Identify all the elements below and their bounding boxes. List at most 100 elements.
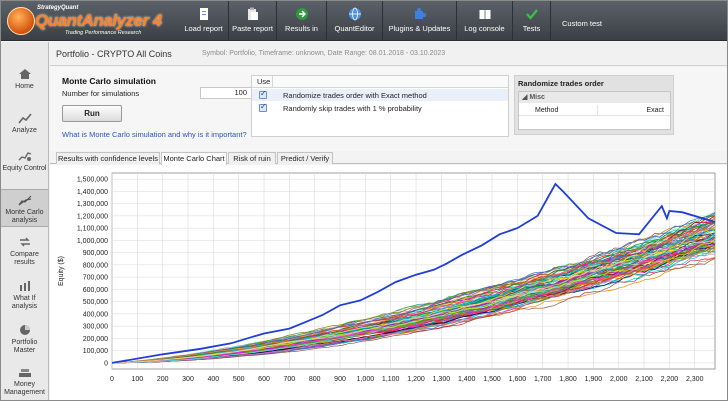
plugins-updates-button[interactable]: Plugins & Updates xyxy=(383,1,457,41)
what-if-icon xyxy=(19,281,30,291)
simulation-line xyxy=(112,258,716,364)
logo-mark-icon xyxy=(7,7,35,35)
section-title: Monte Carlo simulation xyxy=(62,76,156,86)
property-value[interactable]: Exact xyxy=(646,107,664,114)
load-report-button[interactable]: Load report xyxy=(179,1,229,41)
tab-predict-verify[interactable]: Predict / Verify xyxy=(277,152,333,164)
y-tick-label: 500,000 xyxy=(83,299,108,306)
tab-risk-of-ruin[interactable]: Risk of ruin xyxy=(228,152,276,164)
log-console-button[interactable]: Log console xyxy=(457,1,513,41)
sidebar-item-compare[interactable]: Compare results xyxy=(1,236,48,267)
toolbar-label: Paste report xyxy=(232,24,273,33)
options-header: Use xyxy=(252,76,508,88)
option-row[interactable]: Randomly skip trades with 1 % probabilit… xyxy=(252,102,508,114)
page-title: Portfolio - CRYPTO All Coins xyxy=(56,49,172,59)
simulation-line xyxy=(111,215,716,364)
tests-button[interactable]: Tests xyxy=(513,1,551,41)
paste-report-button[interactable]: Paste report xyxy=(229,1,277,41)
x-tick-label: 1,600 xyxy=(509,376,527,383)
option-row[interactable]: Randomize trades order with Exact method xyxy=(252,89,508,101)
toolbar-label: Results in xyxy=(285,24,318,33)
y-tick-label: 1,400,000 xyxy=(77,189,108,196)
globe-icon xyxy=(348,7,361,21)
simulation-line xyxy=(111,238,716,364)
run-button[interactable]: Run xyxy=(62,105,122,122)
collapse-icon[interactable]: ◢ xyxy=(522,94,530,101)
analyze-icon xyxy=(17,113,32,124)
sidebar-item-monte-carlo[interactable]: Monte Carlo analysis xyxy=(1,189,48,227)
paste-report-icon xyxy=(247,7,258,20)
left-sidebar: Home Analyze Equity Control Monte Carlo … xyxy=(1,42,49,400)
page-subtitle: Symbol: Portfolio, Timeframe: unknown, D… xyxy=(202,50,446,57)
randomize-panel: Randomize trades order ◢ Misc Method Exa… xyxy=(514,75,674,135)
y-tick-label: 800,000 xyxy=(83,262,108,269)
custom-test-button[interactable]: Custom test xyxy=(551,1,613,41)
checkbox[interactable] xyxy=(259,102,267,112)
toolbar-label: Log console xyxy=(464,24,505,33)
property-group[interactable]: ◢ Misc xyxy=(519,92,670,103)
y-tick-label: 0 xyxy=(104,360,108,367)
quanteditor-button[interactable]: QuantEditor xyxy=(327,1,383,41)
simulation-line xyxy=(111,253,716,364)
monte-carlo-settings: Monte Carlo simulation Number for simula… xyxy=(50,67,727,151)
x-tick-label: 500 xyxy=(233,376,245,383)
puzzle-icon xyxy=(414,8,426,19)
checkbox[interactable] xyxy=(259,89,267,99)
sidebar-item-money-management[interactable]: Money Management xyxy=(1,366,48,397)
randomize-title: Randomize trades order xyxy=(518,79,604,88)
home-icon xyxy=(18,69,31,79)
simulations-label: Number for simulations xyxy=(62,89,140,98)
property-divider xyxy=(597,105,598,116)
x-tick-label: 300 xyxy=(182,376,194,383)
y-tick-label: 900,000 xyxy=(83,250,108,257)
tab-monte-carlo-chart[interactable]: Monte Carlo Chart xyxy=(161,152,227,165)
y-tick-label: 200,000 xyxy=(83,336,108,343)
result-tabs: Results with confidence levels Monte Car… xyxy=(50,151,727,165)
y-axis-label: Equity ($) xyxy=(58,256,65,286)
group-label: Misc xyxy=(529,94,545,101)
top-toolbar: StrategyQuant QuantAnalyzer 4 Trading Pe… xyxy=(1,1,727,41)
brand-name: QuantAnalyzer 4 xyxy=(35,11,162,30)
options-table: Use Randomize trades order with Exact me… xyxy=(251,75,509,137)
property-row[interactable]: Method Exact xyxy=(519,105,670,116)
toolbar-label: Load report xyxy=(184,24,223,33)
page-header: Portfolio - CRYPTO All Coins Symbol: Por… xyxy=(50,42,727,66)
option-label: Randomly skip trades with 1 % probabilit… xyxy=(283,104,422,113)
sidebar-item-equity-control[interactable]: Equity Control xyxy=(1,150,48,173)
x-tick-label: 900 xyxy=(334,376,346,383)
portfolio-icon xyxy=(19,325,30,335)
results-in-button[interactable]: Results in xyxy=(277,1,327,41)
sidebar-item-label: Compare results xyxy=(10,251,39,266)
x-tick-label: 2,300 xyxy=(686,376,704,383)
column-divider xyxy=(272,76,273,88)
use-column-header: Use xyxy=(257,77,271,86)
tab-results-confidence[interactable]: Results with confidence levels xyxy=(56,152,160,164)
results-in-icon xyxy=(295,8,308,20)
original-equity-line xyxy=(111,182,716,364)
simulation-line xyxy=(111,236,716,364)
y-tick-label: 100,000 xyxy=(83,348,108,355)
sidebar-item-home[interactable]: Home xyxy=(1,68,48,91)
y-axis: 0 100,000 200,000 300,000 400,000 500,000 600,… xyxy=(77,177,108,368)
sidebar-item-analyze[interactable]: Analyze xyxy=(1,112,48,135)
property-grid: ◢ Misc Method Exact xyxy=(518,91,671,130)
x-tick-label: 1,700 xyxy=(534,376,552,383)
sidebar-item-label: Monte Carlo analysis xyxy=(5,209,44,224)
sidebar-item-what-if[interactable]: What If analysis xyxy=(1,280,48,311)
simulation-line xyxy=(111,221,716,364)
sidebar-item-portfolio-master[interactable]: Portfolio Master xyxy=(1,324,48,355)
x-tick-label: 0 xyxy=(110,376,114,383)
simulation-line xyxy=(111,238,716,364)
money-icon xyxy=(18,369,31,377)
x-tick-label: 1,100 xyxy=(382,376,400,383)
monte-carlo-icon xyxy=(18,195,31,206)
y-tick-label: 700,000 xyxy=(83,275,108,282)
brand-small: StrategyQuant xyxy=(37,5,79,11)
simulation-line xyxy=(111,222,716,364)
y-tick-label: 1,200,000 xyxy=(77,213,108,220)
help-link[interactable]: What is Monte Carlo simulation and why i… xyxy=(62,130,247,139)
sidebar-item-label: Portfolio Master xyxy=(11,339,38,354)
x-tick-label: 1,400 xyxy=(458,376,476,383)
sidebar-item-label: Home xyxy=(15,83,34,90)
